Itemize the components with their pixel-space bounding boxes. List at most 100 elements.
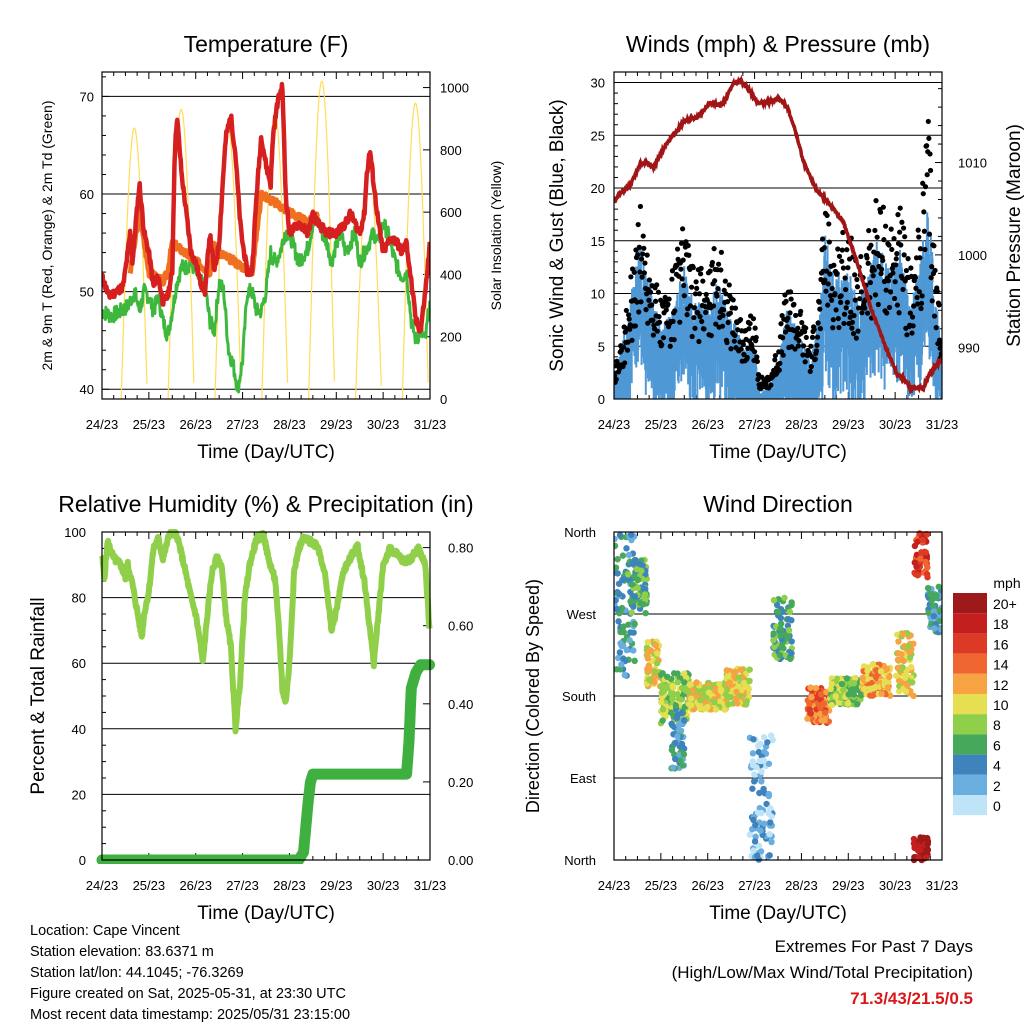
direction-point [614, 564, 620, 571]
gust-point [851, 312, 857, 319]
gust-point [715, 261, 722, 267]
direction-point [785, 627, 793, 634]
gust-point [903, 267, 909, 274]
direction-point [840, 686, 847, 693]
direction-point [755, 842, 763, 849]
gust-point [866, 227, 872, 234]
station-pressure-line [614, 74, 942, 395]
y2-axis-label: Solar Insolation (Yellow) [488, 161, 504, 311]
direction-point [806, 700, 813, 707]
direction-point [894, 664, 901, 672]
gust-point [654, 328, 660, 334]
gust-point [924, 172, 930, 178]
gust-point [728, 346, 734, 352]
gust-point [889, 246, 895, 253]
direction-point [749, 785, 756, 792]
direction-point [628, 581, 636, 588]
temperature-plot-area [102, 80, 430, 399]
direction-point [777, 632, 784, 639]
direction-point [614, 605, 621, 613]
x-tick-label: 31/23 [926, 417, 959, 432]
plot-border [101, 71, 431, 400]
gust-point [640, 251, 646, 257]
gust-point [800, 352, 806, 358]
direction-point [674, 670, 681, 677]
gust-point [737, 316, 744, 323]
gust-point [663, 307, 669, 313]
direction-point [688, 702, 695, 709]
gust-point [826, 221, 832, 227]
direction-point [745, 685, 753, 693]
gust-point [875, 301, 881, 308]
gust-point [672, 308, 678, 314]
gust-point [834, 270, 840, 277]
direction-point [909, 679, 916, 686]
gust-point [751, 349, 758, 355]
legend-label: 16 [993, 636, 1009, 652]
gust-point [731, 338, 737, 344]
gust-point [931, 243, 937, 249]
x-tick-label: 31/23 [414, 878, 447, 893]
gust-point [718, 249, 724, 255]
gust-point [872, 227, 878, 234]
gust-point [614, 376, 619, 382]
direction-point [618, 642, 625, 650]
gust-point [840, 265, 847, 271]
direction-point [906, 648, 913, 656]
gust-point [723, 291, 729, 297]
gust-point [777, 360, 783, 366]
x-tick-label: 25/23 [645, 417, 678, 432]
direction-point [717, 686, 725, 693]
gust-point [909, 314, 916, 320]
gust-point [735, 327, 741, 333]
direction-point [631, 620, 638, 628]
direction-point [844, 700, 852, 707]
gust-point [624, 347, 631, 353]
legend-label: 10 [993, 697, 1009, 713]
direction-point [776, 651, 784, 659]
direction-point [908, 663, 915, 671]
direction-point [669, 690, 677, 697]
direction-point [827, 685, 834, 693]
direction-point [672, 739, 679, 747]
gust-point [638, 299, 644, 305]
winds-plot-area [614, 74, 942, 399]
y2-tick-label: 600 [440, 205, 462, 220]
x-tick-label: 24/23 [86, 878, 119, 893]
direction-point [777, 614, 785, 622]
direction-point [853, 700, 861, 708]
gust-point [678, 266, 684, 272]
gust-point [832, 291, 838, 297]
direction-point [923, 854, 930, 861]
direction-point [756, 757, 763, 765]
direction-point [787, 655, 794, 663]
gust-point [768, 382, 774, 388]
direction-point [636, 560, 644, 568]
x-tick-label: 30/23 [367, 417, 400, 432]
direction-point [869, 661, 877, 668]
direction-point [678, 709, 685, 717]
gust-point [691, 305, 698, 311]
gust-point [753, 334, 759, 341]
direction-point [755, 742, 762, 750]
gust-point [724, 299, 731, 305]
direction-point [614, 535, 618, 543]
gust-point [807, 368, 813, 375]
direction-point [626, 637, 633, 644]
gust-point [911, 303, 917, 309]
gust-point [699, 318, 705, 325]
direction-point [917, 555, 924, 562]
gust-point [744, 354, 750, 361]
direction-point [638, 567, 645, 575]
y-axis-label: Percent & Total Rainfall [28, 597, 49, 794]
direction-point [716, 698, 723, 705]
gust-point [732, 305, 739, 311]
direction-plot-area [614, 530, 942, 864]
gust-point [847, 314, 853, 320]
gust-point [937, 345, 942, 351]
legend-swatch [953, 774, 987, 795]
direction-point [936, 607, 942, 614]
y2-tick-label: 0.20 [448, 775, 473, 790]
station-elevation: Station elevation: 83.6371 m [30, 944, 214, 960]
direction-point [617, 628, 624, 636]
